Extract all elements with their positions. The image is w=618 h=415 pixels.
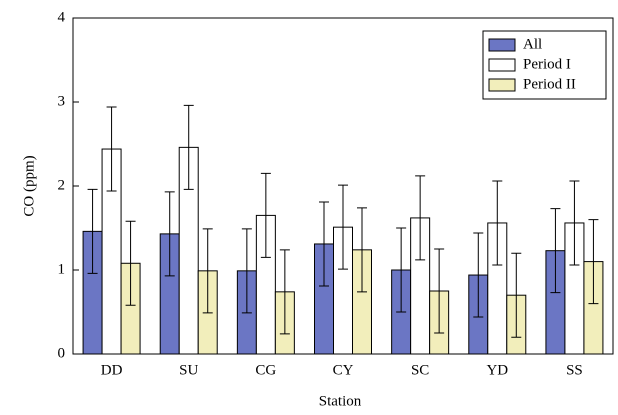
- error-bar: [125, 220, 136, 306]
- x-tick-label: YD: [486, 362, 508, 378]
- error-bar: [588, 219, 599, 305]
- error-bar: [87, 188, 98, 274]
- legend-label: Period II: [523, 76, 576, 92]
- plot-frame: [72, 17, 614, 355]
- error-bar: [164, 191, 175, 277]
- x-tick-label: CG: [255, 362, 276, 378]
- error-bar: [569, 180, 580, 266]
- error-bar: [550, 208, 561, 294]
- x-tick-label: SU: [179, 362, 198, 378]
- error-bar: [202, 228, 213, 314]
- y-tick-label: 1: [58, 261, 66, 277]
- error-bar: [434, 248, 445, 334]
- error-bar: [396, 227, 407, 313]
- y-tick-label: 2: [58, 177, 66, 193]
- error-bar: [473, 232, 484, 318]
- legend-swatch: [488, 78, 516, 92]
- x-tick-label: SC: [411, 362, 429, 378]
- y-axis-label: CO (ppm): [21, 155, 37, 216]
- x-tick-label: CY: [333, 362, 354, 378]
- error-bar: [279, 249, 290, 335]
- x-tick-label: SS: [566, 362, 583, 378]
- error-bar: [492, 180, 503, 266]
- y-tick-label: 3: [58, 93, 66, 109]
- y-tick-label: 4: [58, 9, 66, 25]
- legend-swatch: [488, 58, 516, 72]
- legend-label: All: [523, 36, 542, 52]
- error-bar: [357, 207, 367, 293]
- error-bar: [260, 172, 271, 258]
- legend-swatch: [488, 38, 516, 52]
- error-bar: [511, 252, 522, 338]
- error-bar: [106, 106, 117, 192]
- x-tick-label: DD: [101, 362, 123, 378]
- error-bar: [319, 201, 329, 287]
- error-bar: [183, 104, 194, 190]
- x-axis-label: Station: [319, 393, 362, 409]
- error-bar: [241, 228, 252, 314]
- legend-label: Period I: [523, 56, 571, 72]
- y-tick-label: 0: [58, 345, 66, 361]
- error-bar: [338, 184, 348, 270]
- error-bar: [415, 175, 426, 261]
